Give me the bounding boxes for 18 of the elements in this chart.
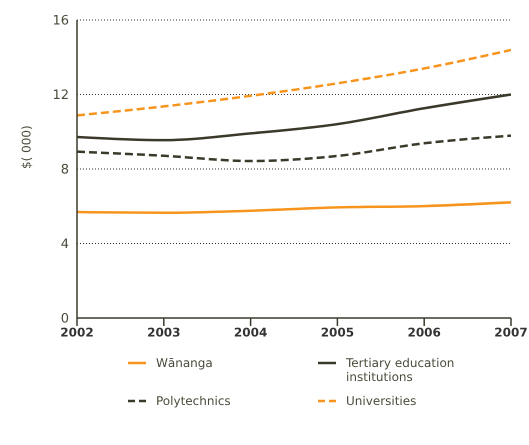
- y-tick-label: 12: [52, 88, 69, 104]
- x-tick-label: 2002: [60, 326, 94, 340]
- x-tick-label: 2006: [407, 326, 441, 340]
- legend-label: Universities: [346, 394, 418, 408]
- y-tick-label: 16: [52, 14, 69, 29]
- x-tick-label: 2004: [234, 326, 268, 340]
- legend-label: Tertiary education institutions: [346, 356, 456, 384]
- line-series: [77, 48, 511, 117]
- line-series: [77, 201, 511, 214]
- y-axis-title: $( 000): [19, 125, 34, 169]
- y-tick-label: 8: [60, 162, 69, 178]
- y-tick-label: 4: [60, 237, 69, 252]
- legend-label: Polytechnics: [156, 394, 232, 408]
- x-tick-label: 2007: [494, 326, 528, 340]
- y-tick-label: 0: [60, 312, 69, 327]
- x-tick-label: 2003: [147, 326, 181, 340]
- legend-label: Wānanga: [156, 356, 214, 370]
- x-tick-label: 2005: [320, 326, 354, 340]
